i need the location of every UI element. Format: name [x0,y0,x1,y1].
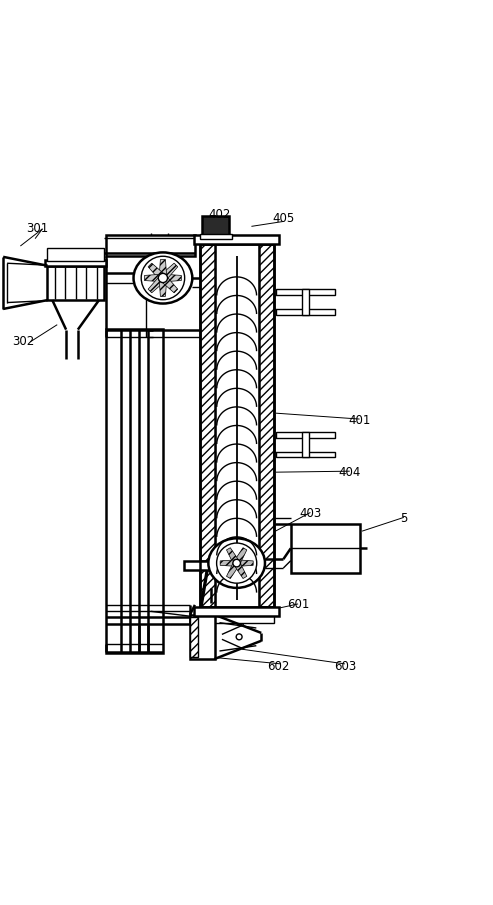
Bar [200,243,214,607]
Bar [190,614,214,659]
Bar [276,309,335,315]
Circle shape [233,559,241,567]
Circle shape [236,634,242,640]
Polygon shape [226,561,240,578]
Circle shape [216,543,257,583]
Text: 601: 601 [287,598,309,612]
Bar [200,615,274,623]
Text: 403: 403 [299,508,321,520]
Bar [106,329,163,653]
Circle shape [141,256,185,300]
Bar [47,266,104,300]
Text: 402: 402 [208,207,231,221]
Polygon shape [220,560,237,567]
Bar [194,234,280,243]
Circle shape [158,273,168,282]
Polygon shape [160,275,178,293]
Bar [106,235,195,256]
Bar [276,452,335,457]
Polygon shape [148,275,166,293]
Polygon shape [160,263,178,281]
Bar [276,290,335,295]
Polygon shape [234,561,247,578]
Polygon shape [148,263,166,281]
Bar [291,524,359,573]
Bar [214,243,259,607]
Bar [45,260,106,266]
Text: 301: 301 [27,223,49,235]
Bar [200,243,274,607]
Bar [190,617,198,656]
Text: 405: 405 [272,213,294,225]
Polygon shape [237,560,253,567]
Text: 5: 5 [400,512,408,526]
Bar [47,249,104,261]
Polygon shape [159,278,167,296]
Bar [200,233,232,239]
Text: 302: 302 [12,336,34,348]
Text: 404: 404 [339,466,361,479]
Polygon shape [226,548,240,565]
Bar [302,432,309,457]
Bar [202,216,229,235]
Bar [194,607,280,616]
Text: 401: 401 [349,414,371,427]
Text: 603: 603 [334,660,356,672]
Ellipse shape [209,538,265,588]
Text: 602: 602 [267,660,290,672]
Polygon shape [144,274,163,281]
Polygon shape [159,260,167,278]
Ellipse shape [134,252,192,303]
Polygon shape [163,274,181,281]
Bar [184,561,216,570]
Polygon shape [234,548,247,565]
Bar [302,290,309,315]
Bar [276,432,335,438]
Bar [259,243,274,607]
